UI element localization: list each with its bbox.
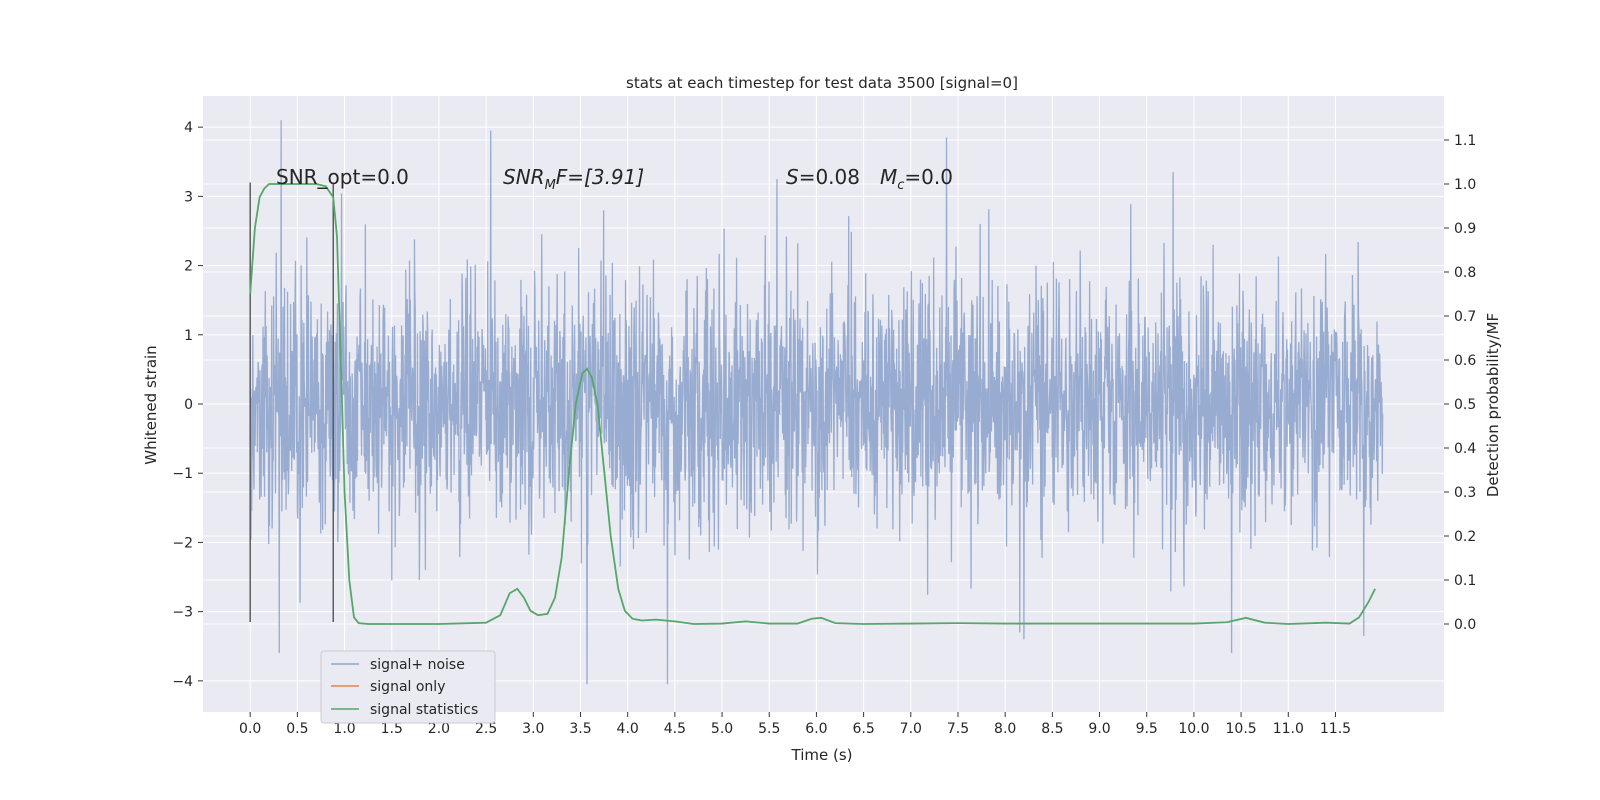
y-axis-label: Whitened strain [142, 345, 160, 464]
annotation-s: S=0.08 [786, 165, 860, 189]
y-right-tick-label: 0.6 [1454, 353, 1476, 369]
y-right-tick-label: 0.1 [1454, 573, 1476, 589]
x-tick-label: 10.5 [1226, 721, 1257, 737]
y-right-tick-label: 0.0 [1454, 617, 1476, 633]
legend-label-signal-only: signal only [370, 679, 445, 695]
x-tick-label: 9.5 [1136, 721, 1158, 737]
chart-title: stats at each timestep for test data 350… [626, 74, 1018, 92]
legend-label-signal-noise: signal+ noise [370, 657, 465, 673]
legend-label-signal-statistics: signal statistics [370, 702, 478, 718]
annotation-s-value: =0.08 [799, 165, 860, 189]
x-tick-label: 11.5 [1320, 721, 1351, 737]
legend-box [320, 650, 496, 724]
x-tick-label: 6.5 [852, 721, 874, 737]
vertical-markers [249, 182, 334, 623]
annotation-mc: Mc=0.0 [880, 165, 953, 193]
y-right-tick-label: 0.5 [1454, 397, 1476, 413]
y-axis-right-label: Detection probability/MF [1484, 313, 1502, 497]
signal-statistics-line [249, 183, 1376, 625]
y-right-tick-label: 1.0 [1454, 177, 1476, 193]
annotation-snr-mf-rest: F=[3.91] [556, 165, 644, 189]
y-tick-label: 0 [184, 397, 193, 413]
annotation-snr-mf-main: SNR [503, 165, 545, 189]
signal-noise-line [249, 120, 1384, 685]
x-tick-label: 5.5 [758, 721, 780, 737]
y-tick-label: 1 [184, 328, 193, 344]
y-tick-label: 4 [184, 120, 193, 136]
annotation-snr-mf: SNRMF=[3.91] [503, 165, 644, 193]
y-right-tick-label: 0.9 [1454, 221, 1476, 237]
x-tick-label: 4.0 [617, 721, 639, 737]
annotation-mc-value: =0.0 [904, 165, 953, 189]
x-tick-label: 3.5 [569, 721, 591, 737]
annotation-s-var: S [786, 165, 799, 189]
x-tick-label: 0.5 [286, 721, 308, 737]
x-axis-label: Time (s) [791, 746, 853, 764]
x-tick-label: 1.5 [381, 721, 403, 737]
y-tick-label: −2 [172, 535, 193, 551]
y-tick-label: −3 [172, 605, 193, 621]
x-tick-label: 10.0 [1178, 721, 1209, 737]
x-tick-label: 11.0 [1273, 721, 1304, 737]
y-tick-label: −1 [172, 466, 193, 482]
axis-ticks: 0.0 0.5 1.0 1.5 2.0 2.5 3.0 3.5 4.0 4.5 5.0 5.5 6.0 6… [172, 120, 1476, 737]
x-tick-label: 5.0 [711, 721, 733, 737]
x-tick-label: 9.0 [1088, 721, 1110, 737]
y-tick-label: 3 [184, 189, 193, 205]
x-tick-label: 1.0 [333, 721, 355, 737]
y-right-tick-label: 1.1 [1454, 133, 1476, 149]
y-tick-label: 2 [184, 259, 193, 275]
y-right-tick-label: 0.4 [1454, 441, 1476, 457]
y-tick-label: −4 [172, 674, 193, 690]
y-right-tick-label: 0.2 [1454, 529, 1476, 545]
annotation-mc-sub: c [897, 178, 904, 193]
y-right-tick-label: 0.7 [1454, 309, 1476, 325]
annotation-snr-opt: SNR_opt=0.0 [276, 165, 409, 189]
annotations: SNR_opt=0.0 SNRMF=[3.91] S=0.08 Mc=0.0 [276, 165, 953, 193]
x-tick-label: 8.0 [994, 721, 1016, 737]
y-right-tick-label: 0.3 [1454, 485, 1476, 501]
x-tick-label: 2.0 [428, 721, 450, 737]
x-tick-label: 6.0 [805, 721, 827, 737]
y-right-tick-label: 0.8 [1454, 265, 1476, 281]
annotation-snr-mf-sub: M [545, 178, 556, 193]
x-tick-label: 3.0 [522, 721, 544, 737]
x-tick-label: 4.5 [664, 721, 686, 737]
series-signal-statistics [249, 183, 1376, 625]
legend: signal+ noise signal only signal statist… [320, 650, 496, 724]
x-tick-label: 0.0 [239, 721, 261, 737]
series-signal-noise [249, 120, 1384, 685]
x-tick-label: 2.5 [475, 721, 497, 737]
x-tick-label: 7.5 [947, 721, 969, 737]
annotation-mc-main: M [880, 165, 897, 189]
x-tick-label: 8.5 [1041, 721, 1063, 737]
x-tick-label: 7.0 [900, 721, 922, 737]
